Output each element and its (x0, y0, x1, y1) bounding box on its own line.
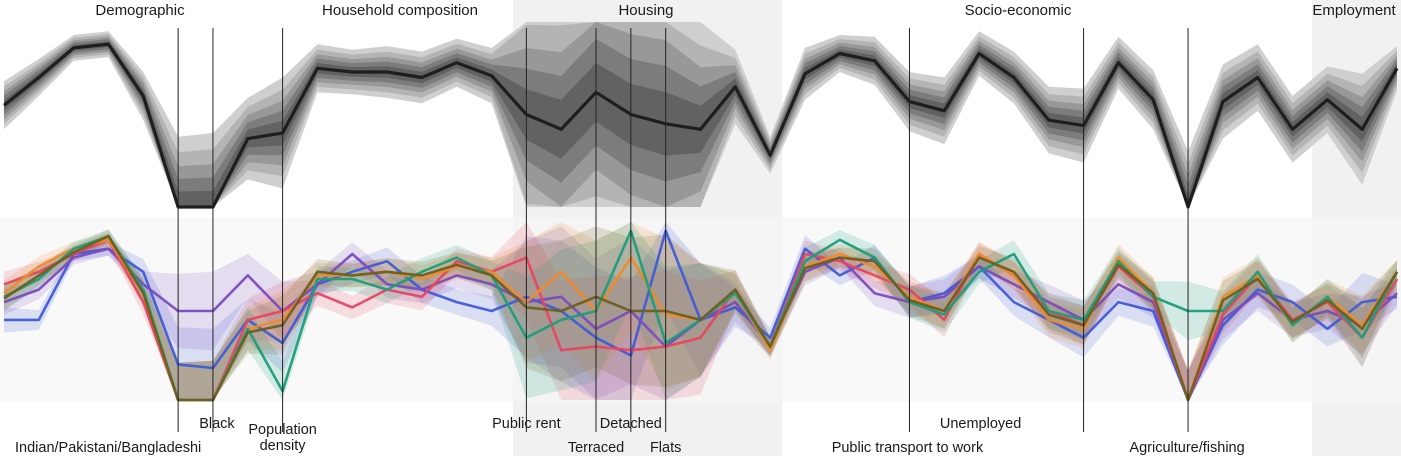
group-label-4: Employment (1312, 2, 1396, 19)
cluster-profile-panel (3, 222, 1399, 402)
variable-label-4: Terraced (568, 440, 624, 456)
group-label-1: Household composition (322, 2, 478, 19)
group-label-3: Socio-economic (965, 2, 1072, 19)
labels-layer: Demographic Household composition Housing S… (15, 2, 1396, 456)
overall-median-line (3, 42, 1399, 209)
highlight-axis-lines (177, 28, 1189, 432)
variable-label-1: Black (199, 416, 235, 432)
cluster-band-5 (4, 226, 1397, 400)
cluster-band-0 (4, 222, 1397, 400)
variable-label-5: Detached (600, 416, 662, 432)
variable-label-2: Population density (248, 422, 317, 454)
variable-label-7: Public transport to work (832, 440, 984, 456)
cluster-band-4 (4, 222, 1397, 400)
variable-label-0: Indian/Pakistani/Bangladeshi (15, 440, 201, 456)
cluster-band-1 (4, 226, 1397, 400)
overall-profile-panel (3, 22, 1399, 209)
cluster-band-3 (4, 222, 1397, 400)
cluster-line-5 (3, 234, 1399, 402)
overall-band-4 (4, 41, 1397, 208)
variable-label-9: Agriculture/fishing (1129, 440, 1244, 456)
cluster-panel-background (0, 218, 1401, 402)
variable-label-3: Public rent (492, 416, 561, 432)
variable-label-8: Unemployed (940, 416, 1021, 432)
cluster-panel-bg (0, 218, 1401, 402)
cluster-band-2 (4, 222, 1397, 400)
group-label-0: Demographic (95, 2, 185, 19)
group-label-2: Housing (618, 2, 673, 19)
variable-label-6: Flats (650, 440, 681, 456)
